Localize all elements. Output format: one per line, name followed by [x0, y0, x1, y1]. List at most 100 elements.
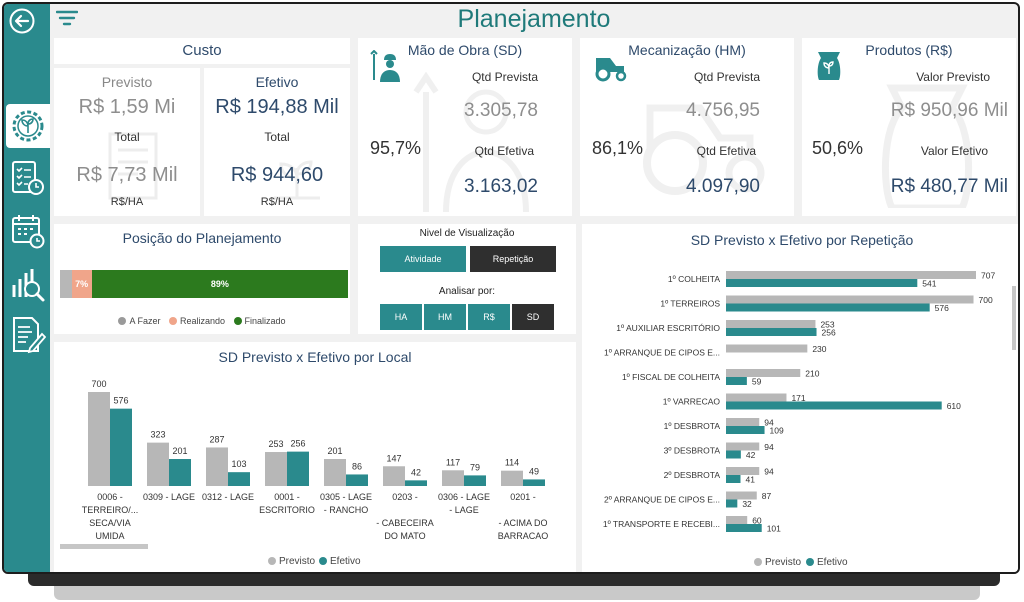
hbar-label-efetivo-7: 42	[746, 450, 756, 460]
custo-previsto-total-value: R$ 7,73 Mil	[76, 164, 178, 186]
hbar-label-previsto-10: 60	[752, 516, 762, 526]
bar-previsto-3	[265, 452, 287, 486]
custo-previsto-card: Previsto R$ 1,59 Mi Total R$ 7,73 Mil R$…	[54, 68, 200, 216]
custo-efetivo-total-label: Total	[264, 130, 290, 144]
mao-de-obra-percent: 95,7%	[370, 138, 422, 158]
hbar-label-previsto-0: 707	[981, 271, 995, 281]
mao-de-obra-qtd-efetiva: 3.163,02	[464, 176, 538, 197]
y-tick-label-3: 1º ARRANQUE DE CIPOS E...	[604, 348, 720, 358]
sack-watermark-icon	[882, 84, 972, 208]
nav-item-analytics[interactable]	[6, 262, 50, 306]
custo-header-card: Custo	[54, 38, 350, 64]
bar-efetivo-1	[169, 459, 191, 486]
nav-item-report[interactable]	[6, 313, 50, 357]
custo-previsto-unit: R$/HA	[110, 196, 144, 208]
x-tick-label-0-3: UMIDA	[96, 531, 125, 541]
bar-label-efetivo-7: 49	[529, 466, 539, 476]
legend-efetivo: Efetivo	[330, 556, 361, 567]
hbar-label-efetivo-9: 32	[742, 499, 752, 509]
mao-de-obra-title: Mão de Obra (SD)	[407, 42, 523, 58]
nivel-card: Nivel de Visualização Atividade Repetiçã…	[358, 224, 576, 334]
legend-dot-previsto-rep	[754, 558, 762, 566]
nav-item-calendar[interactable]	[6, 209, 50, 253]
legend-efetivo-rep: Efetivo	[817, 557, 848, 568]
mao-de-obra-card: Mão de Obra (SD) Qtd Prevista 3.305,78 9…	[358, 38, 572, 216]
y-tick-label-9: 2º ARRANQUE DE CIPOS E...	[604, 495, 720, 505]
bar-label-previsto-6: 117	[446, 457, 460, 467]
bar-label-efetivo-5: 42	[411, 467, 421, 477]
bar-label-efetivo-1: 201	[172, 446, 187, 456]
bar-previsto-7	[501, 470, 523, 486]
x-tick-label-3-1: ESCRITORIO	[259, 505, 315, 515]
seedling-gear-icon	[12, 110, 44, 142]
hbar-efetivo-9	[726, 499, 738, 508]
nav-item-checklist[interactable]	[6, 156, 50, 200]
hbar-previsto-10	[726, 516, 748, 524]
x-tick-label-4-0: 0305 - LAGE	[320, 492, 372, 502]
bar-label-efetivo-0: 576	[113, 396, 128, 406]
hbar-label-efetivo-6: 109	[770, 426, 784, 436]
chart-local-title: SD Previsto x Efetivo por Local	[219, 349, 412, 365]
atividade-button[interactable]: Atividade	[380, 246, 466, 272]
y-tick-label-10: 1º TRANSPORTE E RECEBI...	[603, 519, 720, 529]
hbar-previsto-2	[726, 320, 816, 328]
sd-por-local-card: SD Previsto x Efetivo por Local 700 576 000…	[54, 342, 576, 572]
x-tick-label-0-0: 0006 -	[97, 492, 123, 502]
hbar-efetivo-4	[726, 377, 747, 385]
hbar-efetivo-8	[726, 475, 741, 483]
bar-label-previsto-7: 114	[505, 458, 519, 468]
chart-repeticao-scrollbar[interactable]	[1012, 286, 1016, 350]
hbar-efetivo-0	[726, 279, 918, 287]
calendar-clock-icon	[12, 215, 45, 249]
hbar-label-previsto-3: 230	[812, 344, 826, 354]
bar-efetivo-3	[287, 451, 309, 486]
bar-previsto-5	[383, 466, 405, 486]
produtos-title: Produtos (R$)	[865, 42, 953, 58]
x-tick-label-0-2: SECA/VIA	[89, 518, 131, 528]
legend-dot-a-fazer	[118, 317, 127, 325]
back-arrow-icon[interactable]	[9, 8, 35, 34]
hbar-previsto-8	[726, 467, 760, 475]
x-tick-label-7-2: - ACIMA DO	[498, 518, 547, 528]
chart-local-scrollbar[interactable]	[60, 544, 148, 549]
y-tick-label-1: 1º TERREIROS	[660, 299, 720, 309]
nav-item-planejamento[interactable]	[6, 104, 50, 148]
custo-efetivo-card: Efetivo R$ 194,88 Mil Total R$ 944,60 R$…	[204, 68, 350, 216]
x-tick-label-6-1: - LAGE	[449, 505, 479, 515]
hbar-previsto-1	[726, 295, 974, 304]
fertilizer-bag-icon	[817, 52, 841, 80]
custo-previsto-value: R$ 1,59 Mi	[78, 96, 176, 118]
sd-por-local-chart: SD Previsto x Efetivo por Local 700 576 000…	[82, 349, 549, 567]
sidebar	[4, 4, 50, 572]
legend-dot-efetivo	[319, 557, 327, 565]
custo-efetivo-unit: R$/HA	[260, 196, 294, 208]
custo-efetivo-total-value: R$ 944,60	[230, 164, 324, 186]
chart-rep-title: SD Previsto x Efetivo por Repetição	[691, 232, 914, 248]
analisar-hm-button[interactable]: HM	[424, 304, 466, 330]
hbar-previsto-6	[726, 418, 760, 426]
plant-watermark-icon	[274, 160, 320, 200]
x-tick-label-0-1: TERREIRO/...	[82, 505, 139, 515]
produtos-card: Produtos (R$) Valor Previsto R$ 950,96 M…	[802, 38, 1016, 216]
hbar-previsto-7	[726, 442, 760, 451]
hbar-label-efetivo-10: 101	[767, 524, 781, 534]
bar-label-previsto-4: 201	[327, 446, 342, 456]
filter-menu-icon[interactable]	[56, 9, 78, 27]
hbar-label-efetivo-5: 610	[947, 401, 961, 411]
y-tick-label-5: 1º VARRECAO	[663, 397, 721, 407]
x-tick-label-7-0: 0201 -	[510, 492, 536, 502]
legend-dot-finalizado	[233, 317, 242, 325]
posicao-legend: A Fazer Realizando Finalizado	[54, 316, 350, 326]
produtos-valor-previsto: R$ 950,96 Mil	[890, 100, 1008, 121]
hbar-previsto-0	[726, 271, 976, 279]
y-tick-label-0: 1º COLHEITA	[668, 274, 720, 284]
mecanizacao-qtd-efetiva: 4.097,90	[686, 176, 760, 197]
analisar-ha-button[interactable]: HA	[380, 304, 422, 330]
repeticao-button[interactable]: Repetição	[470, 246, 556, 272]
y-tick-label-7: 3º DESBROTA	[664, 446, 721, 456]
bar-label-previsto-5: 147	[386, 453, 401, 463]
sd-por-repeticao-chart: SD Previsto x Efetivo por Repetição 1º CO…	[603, 232, 996, 568]
analisar-sd-button[interactable]: SD	[512, 304, 554, 330]
analisar-rs-button[interactable]: R$	[468, 304, 510, 330]
produtos-valor-efetivo: R$ 480,77 Mil	[890, 176, 1008, 197]
